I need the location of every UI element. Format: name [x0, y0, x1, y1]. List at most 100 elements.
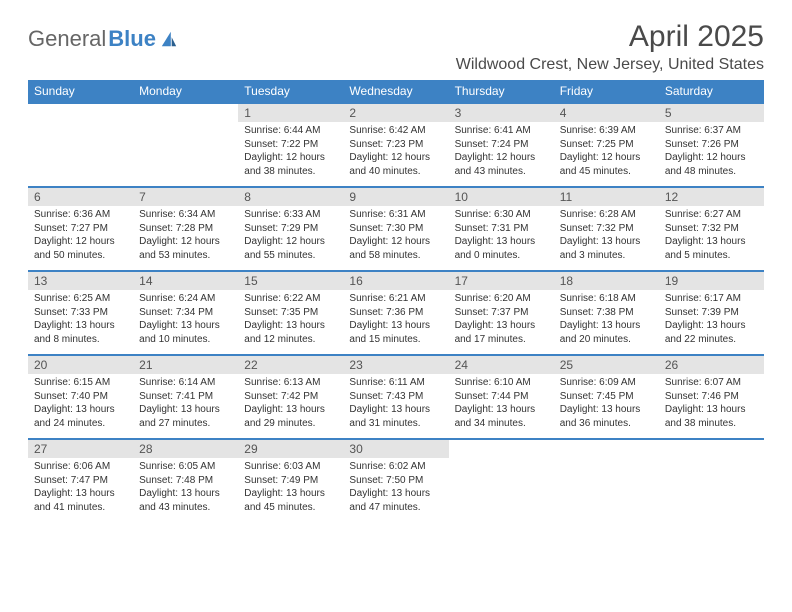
- daylight-line-2: and 50 minutes.: [34, 249, 127, 263]
- day-details: Sunrise: 6:44 AMSunset: 7:22 PMDaylight:…: [238, 122, 343, 182]
- day-number: 24: [449, 356, 554, 374]
- sunset-text: Sunset: 7:31 PM: [455, 222, 548, 236]
- sunrise-text: Sunrise: 6:07 AM: [665, 376, 758, 390]
- daylight-line-2: and 0 minutes.: [455, 249, 548, 263]
- day-details: Sunrise: 6:21 AMSunset: 7:36 PMDaylight:…: [343, 290, 448, 350]
- day-number: 16: [343, 272, 448, 290]
- day-number: 17: [449, 272, 554, 290]
- title-block: April 2025 Wildwood Crest, New Jersey, U…: [456, 20, 764, 74]
- sunset-text: Sunset: 7:25 PM: [560, 138, 653, 152]
- daylight-line-2: and 12 minutes.: [244, 333, 337, 347]
- day-header: Friday: [554, 80, 659, 103]
- sunrise-text: Sunrise: 6:09 AM: [560, 376, 653, 390]
- sunset-text: Sunset: 7:41 PM: [139, 390, 232, 404]
- sunset-text: Sunset: 7:30 PM: [349, 222, 442, 236]
- daylight-line-1: Daylight: 13 hours: [455, 235, 548, 249]
- daylight-line-2: and 43 minutes.: [455, 165, 548, 179]
- day-details: Sunrise: 6:15 AMSunset: 7:40 PMDaylight:…: [28, 374, 133, 434]
- daylight-line-1: Daylight: 13 hours: [244, 319, 337, 333]
- sunset-text: Sunset: 7:50 PM: [349, 474, 442, 488]
- daylight-line-1: Daylight: 13 hours: [560, 319, 653, 333]
- day-number: 26: [659, 356, 764, 374]
- day-header: Wednesday: [343, 80, 448, 103]
- sunset-text: Sunset: 7:39 PM: [665, 306, 758, 320]
- day-details: Sunrise: 6:34 AMSunset: 7:28 PMDaylight:…: [133, 206, 238, 266]
- day-number: 11: [554, 188, 659, 206]
- day-details: Sunrise: 6:09 AMSunset: 7:45 PMDaylight:…: [554, 374, 659, 434]
- sunset-text: Sunset: 7:28 PM: [139, 222, 232, 236]
- sunset-text: Sunset: 7:40 PM: [34, 390, 127, 404]
- daylight-line-1: Daylight: 12 hours: [139, 235, 232, 249]
- calendar-cell: 6Sunrise: 6:36 AMSunset: 7:27 PMDaylight…: [28, 187, 133, 271]
- daylight-line-2: and 36 minutes.: [560, 417, 653, 431]
- sunrise-text: Sunrise: 6:25 AM: [34, 292, 127, 306]
- sunset-text: Sunset: 7:49 PM: [244, 474, 337, 488]
- daylight-line-1: Daylight: 12 hours: [455, 151, 548, 165]
- day-details: Sunrise: 6:36 AMSunset: 7:27 PMDaylight:…: [28, 206, 133, 266]
- day-details: Sunrise: 6:27 AMSunset: 7:32 PMDaylight:…: [659, 206, 764, 266]
- calendar-header-row: Sunday Monday Tuesday Wednesday Thursday…: [28, 80, 764, 103]
- sunrise-text: Sunrise: 6:03 AM: [244, 460, 337, 474]
- daylight-line-1: Daylight: 12 hours: [244, 235, 337, 249]
- sunrise-text: Sunrise: 6:39 AM: [560, 124, 653, 138]
- day-details: Sunrise: 6:02 AMSunset: 7:50 PMDaylight:…: [343, 458, 448, 518]
- daylight-line-2: and 38 minutes.: [244, 165, 337, 179]
- sunrise-text: Sunrise: 6:10 AM: [455, 376, 548, 390]
- day-number: 30: [343, 440, 448, 458]
- day-number: 10: [449, 188, 554, 206]
- daylight-line-1: Daylight: 12 hours: [560, 151, 653, 165]
- calendar-cell: 5Sunrise: 6:37 AMSunset: 7:26 PMDaylight…: [659, 103, 764, 187]
- calendar-cell: 27Sunrise: 6:06 AMSunset: 7:47 PMDayligh…: [28, 439, 133, 523]
- calendar-table: Sunday Monday Tuesday Wednesday Thursday…: [28, 80, 764, 523]
- sunrise-text: Sunrise: 6:02 AM: [349, 460, 442, 474]
- daylight-line-1: Daylight: 13 hours: [34, 487, 127, 501]
- calendar-cell: 22Sunrise: 6:13 AMSunset: 7:42 PMDayligh…: [238, 355, 343, 439]
- daylight-line-2: and 22 minutes.: [665, 333, 758, 347]
- sunset-text: Sunset: 7:36 PM: [349, 306, 442, 320]
- sunrise-text: Sunrise: 6:30 AM: [455, 208, 548, 222]
- daylight-line-2: and 27 minutes.: [139, 417, 232, 431]
- daylight-line-1: Daylight: 13 hours: [665, 235, 758, 249]
- sunrise-text: Sunrise: 6:44 AM: [244, 124, 337, 138]
- day-number: 9: [343, 188, 448, 206]
- sunrise-text: Sunrise: 6:21 AM: [349, 292, 442, 306]
- calendar-cell: 7Sunrise: 6:34 AMSunset: 7:28 PMDaylight…: [133, 187, 238, 271]
- sunrise-text: Sunrise: 6:42 AM: [349, 124, 442, 138]
- sunset-text: Sunset: 7:29 PM: [244, 222, 337, 236]
- calendar-cell: 29Sunrise: 6:03 AMSunset: 7:49 PMDayligh…: [238, 439, 343, 523]
- calendar-cell: [659, 439, 764, 523]
- calendar-cell: 12Sunrise: 6:27 AMSunset: 7:32 PMDayligh…: [659, 187, 764, 271]
- daylight-line-2: and 3 minutes.: [560, 249, 653, 263]
- calendar-cell: [554, 439, 659, 523]
- day-number: 2: [343, 104, 448, 122]
- day-number: 3: [449, 104, 554, 122]
- sunrise-text: Sunrise: 6:20 AM: [455, 292, 548, 306]
- sunset-text: Sunset: 7:48 PM: [139, 474, 232, 488]
- daylight-line-2: and 17 minutes.: [455, 333, 548, 347]
- day-number: 4: [554, 104, 659, 122]
- daylight-line-1: Daylight: 13 hours: [560, 403, 653, 417]
- day-number: 28: [133, 440, 238, 458]
- daylight-line-2: and 40 minutes.: [349, 165, 442, 179]
- logo-text-2: Blue: [108, 26, 156, 52]
- day-details: Sunrise: 6:41 AMSunset: 7:24 PMDaylight:…: [449, 122, 554, 182]
- calendar-week-row: 6Sunrise: 6:36 AMSunset: 7:27 PMDaylight…: [28, 187, 764, 271]
- sunset-text: Sunset: 7:37 PM: [455, 306, 548, 320]
- daylight-line-1: Daylight: 13 hours: [244, 487, 337, 501]
- daylight-line-1: Daylight: 13 hours: [560, 235, 653, 249]
- day-details: Sunrise: 6:30 AMSunset: 7:31 PMDaylight:…: [449, 206, 554, 266]
- sunset-text: Sunset: 7:38 PM: [560, 306, 653, 320]
- day-header: Tuesday: [238, 80, 343, 103]
- day-header: Monday: [133, 80, 238, 103]
- daylight-line-1: Daylight: 13 hours: [139, 487, 232, 501]
- calendar-cell: [133, 103, 238, 187]
- daylight-line-2: and 20 minutes.: [560, 333, 653, 347]
- day-number: 5: [659, 104, 764, 122]
- day-number: 14: [133, 272, 238, 290]
- daylight-line-1: Daylight: 13 hours: [349, 319, 442, 333]
- sunrise-text: Sunrise: 6:31 AM: [349, 208, 442, 222]
- daylight-line-1: Daylight: 13 hours: [139, 319, 232, 333]
- day-number: 22: [238, 356, 343, 374]
- day-details: Sunrise: 6:20 AMSunset: 7:37 PMDaylight:…: [449, 290, 554, 350]
- daylight-line-2: and 45 minutes.: [560, 165, 653, 179]
